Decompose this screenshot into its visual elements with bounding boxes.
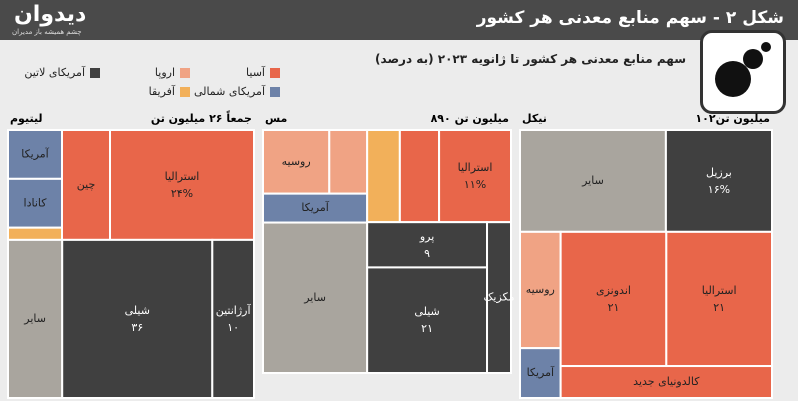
legend-label: آفریقا <box>148 85 175 98</box>
subtitle: سهم منابع معدنی هر کشور تا ژانویه ۲۰۲۳ (… <box>375 52 686 66</box>
legend-label: آمریکای لاتین <box>24 66 85 79</box>
panel-subtitle: جمعاً ۲۶ میلیون تن <box>151 110 252 125</box>
cell <box>262 221 369 374</box>
cell-label: پرو <box>419 230 434 243</box>
cell <box>519 230 562 350</box>
cell-label: برزیل <box>706 166 732 179</box>
cell <box>328 129 369 195</box>
panel-subtitle: ۱۰۲میلیون تن <box>695 112 770 125</box>
cell-value: ۱۶% <box>708 183 730 196</box>
cell <box>7 226 63 241</box>
legend-swatch <box>180 86 190 97</box>
legend-swatch <box>270 67 280 78</box>
cell-value: ۲۱ <box>713 301 725 314</box>
logo-circle <box>715 61 751 97</box>
cell <box>366 129 401 224</box>
cell-label: سایر <box>23 312 46 325</box>
cell-label: روسیه <box>526 283 555 296</box>
cell <box>664 129 773 233</box>
cell-value: ۳۶ <box>131 321 143 334</box>
cell-label: آمریکا <box>21 146 49 160</box>
cell-value: ۲۴% <box>171 187 193 200</box>
cell <box>262 129 331 195</box>
legend-swatch <box>270 86 280 97</box>
cell <box>519 129 667 233</box>
legend-label: آسیا <box>246 66 265 79</box>
logo-icon <box>700 30 786 114</box>
cell-label: اندونزی <box>596 284 631 297</box>
cell <box>109 129 255 241</box>
panel-title: مس <box>265 112 287 125</box>
cell-label: استرالیا <box>702 284 737 297</box>
cell <box>559 365 773 399</box>
cell-label: سایر <box>581 174 604 187</box>
cell <box>61 238 214 399</box>
cell-label: استرالیا <box>458 161 493 174</box>
cell <box>366 266 489 374</box>
cell <box>559 230 668 368</box>
cell-value: ۲۱ <box>421 322 433 335</box>
cell-value: ۱۱% <box>464 178 486 191</box>
cell-label: استرالیا <box>165 170 200 183</box>
panel-title: لیتیوم <box>10 112 43 125</box>
brand: دیدوان <box>14 2 87 27</box>
cell-label: کانادا <box>24 196 48 209</box>
cell-label: آرژانتین <box>216 303 252 317</box>
legend: آسیا اروپا آمریکای لاتین آمریکای شمالی آفریق… <box>10 66 280 98</box>
legend-item: آمریکای شمالی <box>190 85 280 98</box>
cell-label: مکزیک <box>484 291 515 304</box>
cell-label: آمریکا <box>301 200 329 214</box>
cell-label: شیلی <box>125 304 150 317</box>
legend-item: آمریکای لاتین <box>10 66 100 79</box>
legend-item: اروپا <box>100 66 190 79</box>
logo-graphic <box>715 42 771 97</box>
logo-circle <box>743 49 763 69</box>
cell <box>486 221 513 374</box>
legend-item: آسیا <box>190 66 280 79</box>
cell-label: سایر <box>303 291 326 304</box>
panel-title: نیکل <box>522 112 547 125</box>
legend-label: اروپا <box>154 66 175 79</box>
cell <box>211 238 255 399</box>
cell <box>7 238 64 399</box>
cell-label: آمریکا <box>527 365 555 379</box>
logo-circle <box>761 42 771 52</box>
header-bar <box>0 0 798 40</box>
panel-subtitle: ۸۹۰ میلیون تن <box>431 112 509 125</box>
cell-label: روسیه <box>282 155 311 168</box>
title: شکل ۲ - سهم منابع معدنی هر کشور <box>476 8 784 28</box>
legend-label: آمریکای شمالی <box>193 85 265 98</box>
legend-swatch <box>180 67 190 78</box>
cell-value: ۹ <box>424 247 430 260</box>
cell-label: کالدونیای جدید <box>633 375 700 388</box>
legend-swatch <box>90 67 100 78</box>
cell-value: ۲۱ <box>608 301 620 314</box>
cell <box>438 129 512 224</box>
cell-value: ۱۰ <box>227 321 239 334</box>
cell <box>61 129 111 241</box>
tagline: چشم همیشه باز مدیران <box>12 28 82 36</box>
cell-label: چین <box>77 178 96 191</box>
cell-label: شیلی <box>414 305 439 318</box>
legend-item: آفریقا <box>100 85 190 98</box>
cell <box>398 129 441 224</box>
cell <box>665 230 773 368</box>
